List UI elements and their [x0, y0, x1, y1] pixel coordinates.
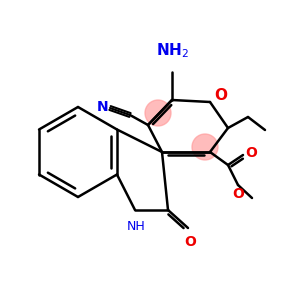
- Circle shape: [145, 100, 171, 126]
- Circle shape: [192, 134, 218, 160]
- Text: N: N: [96, 100, 108, 114]
- Text: O: O: [232, 187, 244, 201]
- Text: NH: NH: [127, 220, 146, 233]
- Text: O: O: [214, 88, 227, 104]
- Text: O: O: [245, 146, 257, 160]
- Text: NH$_2$: NH$_2$: [155, 41, 188, 60]
- Text: O: O: [184, 235, 196, 249]
